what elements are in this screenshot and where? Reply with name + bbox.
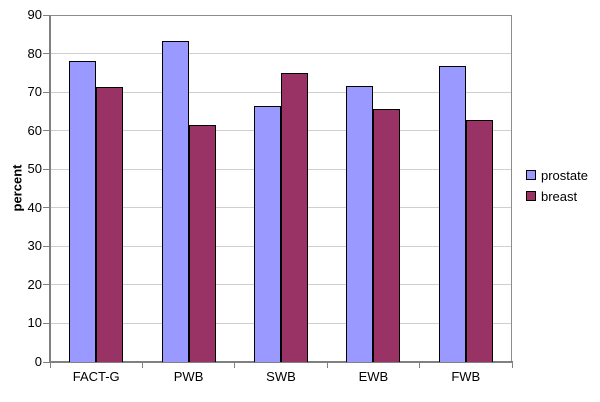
legend-label-breast: breast: [541, 188, 578, 204]
y-tick-label-20: 20: [27, 276, 42, 292]
y-axis-tick-10: [43, 322, 49, 324]
x-axis-tick-2: [234, 363, 236, 368]
y-axis-tick-90: [43, 14, 49, 16]
bar-breast-ewb: [373, 109, 400, 362]
y-axis-line: [49, 15, 51, 363]
y-axis-tick-70: [43, 91, 49, 93]
x-axis-tick-5: [511, 363, 513, 368]
bar-breast-fact-g: [96, 87, 123, 362]
y-axis-tick-60: [43, 130, 49, 132]
y-tick-label-60: 60: [27, 122, 42, 138]
bar-prostate-ewb: [346, 86, 373, 362]
bar-prostate-fwb: [439, 66, 466, 362]
legend-item-prostate: prostate: [526, 167, 588, 183]
x-category-label-fwb: FWB: [451, 369, 481, 384]
y-axis-tick-80: [43, 53, 49, 55]
y-axis-tick-40: [43, 207, 49, 209]
y-tick-label-10: 10: [27, 315, 42, 331]
y-tick-label-0: 0: [34, 354, 42, 369]
y-tick-label-30: 30: [27, 238, 42, 254]
x-axis-tick-4: [419, 363, 421, 368]
y-tick-label-80: 80: [27, 45, 42, 61]
legend: prostate breast: [526, 168, 588, 210]
legend-item-breast: breast: [526, 188, 588, 204]
x-axis-tick-0: [49, 363, 51, 368]
y-axis-tick-0: [43, 361, 49, 363]
bar-breast-pwb: [189, 125, 216, 362]
bar-prostate-fact-g: [69, 61, 96, 362]
x-axis-tick-3: [326, 363, 328, 368]
bar-breast-fwb: [466, 120, 493, 362]
x-category-label-fact-g: FACT-G: [72, 369, 120, 384]
y-tick-label-50: 50: [27, 161, 42, 177]
bar-breast-swb: [281, 73, 308, 362]
bar-prostate-swb: [254, 106, 281, 362]
x-category-label-swb: SWB: [266, 369, 296, 384]
y-axis-tick-20: [43, 284, 49, 286]
y-axis-tick-50: [43, 168, 49, 170]
x-axis-tick-1: [141, 363, 143, 368]
plot-area: [43, 14, 513, 368]
bar-prostate-pwb: [162, 41, 189, 362]
x-category-label-pwb: PWB: [173, 369, 204, 384]
y-axis-tick-30: [43, 245, 49, 247]
y-tick-label-70: 70: [27, 84, 42, 100]
legend-label-prostate: prostate: [541, 167, 588, 183]
x-axis-line: [49, 361, 513, 363]
gridline-80: [51, 53, 511, 55]
x-category-label-ewb: EWB: [358, 369, 389, 384]
legend-swatch-breast: [526, 191, 536, 201]
legend-swatch-prostate: [526, 170, 536, 180]
y-tick-label-40: 40: [27, 199, 42, 215]
y-tick-label-90: 90: [27, 7, 42, 22]
